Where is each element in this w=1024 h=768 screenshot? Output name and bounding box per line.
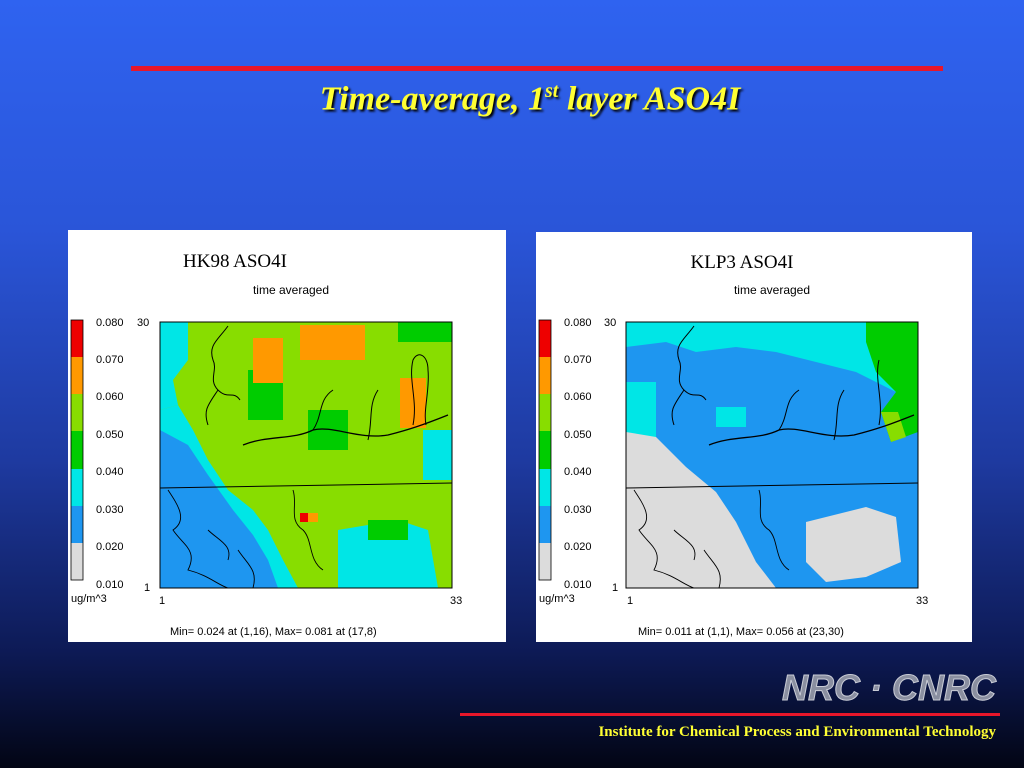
legend-value: 0.060 bbox=[564, 391, 592, 403]
unit-label: ug/m^3 bbox=[539, 593, 575, 605]
top-divider bbox=[131, 66, 943, 71]
legend-value: 0.040 bbox=[564, 466, 592, 478]
y-axis-end: 30 bbox=[137, 317, 149, 329]
legend-value: 0.070 bbox=[96, 354, 124, 366]
concentration-map bbox=[625, 321, 919, 589]
plot-title: KLP3 ASO4I bbox=[691, 252, 794, 273]
svg-text:NRC · CNRC: NRC · CNRC bbox=[782, 668, 997, 708]
legend-value: 0.030 bbox=[564, 504, 592, 516]
legend-value: 0.030 bbox=[96, 504, 124, 516]
plot-panel-hk98: HK98 ASO4I time averaged 0.080 0.070 0.0… bbox=[68, 230, 506, 642]
color-legend bbox=[538, 319, 552, 581]
color-legend bbox=[70, 319, 84, 581]
concentration-map bbox=[159, 321, 453, 589]
y-axis-start: 1 bbox=[144, 582, 150, 594]
slide-title: Time-average, 1st layer ASO4I bbox=[319, 80, 741, 118]
y-axis-start: 1 bbox=[612, 582, 618, 594]
legend-value: 0.040 bbox=[96, 466, 124, 478]
x-axis-end: 33 bbox=[450, 595, 462, 607]
x-axis-start: 1 bbox=[159, 595, 165, 607]
plot-panel-klp3: KLP3 ASO4I time averaged 0.080 0.070 0.0… bbox=[536, 232, 972, 642]
bottom-divider bbox=[460, 713, 1000, 716]
plot-title: HK98 ASO4I bbox=[183, 251, 287, 272]
stats-line: Min= 0.011 at (1,1), Max= 0.056 at (23,3… bbox=[638, 626, 844, 638]
x-axis-end: 33 bbox=[916, 595, 928, 607]
nrc-cnrc-logo: NRC · CNRC bbox=[782, 668, 998, 708]
y-axis-end: 30 bbox=[604, 317, 616, 329]
institute-footer: Institute for Chemical Process and Envir… bbox=[598, 724, 996, 740]
legend-value: 0.070 bbox=[564, 354, 592, 366]
legend-value: 0.010 bbox=[96, 579, 124, 591]
plot-subtitle: time averaged bbox=[734, 283, 810, 297]
legend-value: 0.060 bbox=[96, 391, 124, 403]
legend-value: 0.080 bbox=[564, 317, 592, 329]
plot-subtitle: time averaged bbox=[253, 283, 329, 297]
legend-value: 0.020 bbox=[564, 541, 592, 553]
unit-label: ug/m^3 bbox=[71, 593, 107, 605]
legend-value: 0.080 bbox=[96, 317, 124, 329]
stats-line: Min= 0.024 at (1,16), Max= 0.081 at (17,… bbox=[170, 626, 377, 638]
legend-value: 0.050 bbox=[96, 429, 124, 441]
legend-value: 0.020 bbox=[96, 541, 124, 553]
legend-value: 0.050 bbox=[564, 429, 592, 441]
x-axis-start: 1 bbox=[627, 595, 633, 607]
legend-value: 0.010 bbox=[564, 579, 592, 591]
